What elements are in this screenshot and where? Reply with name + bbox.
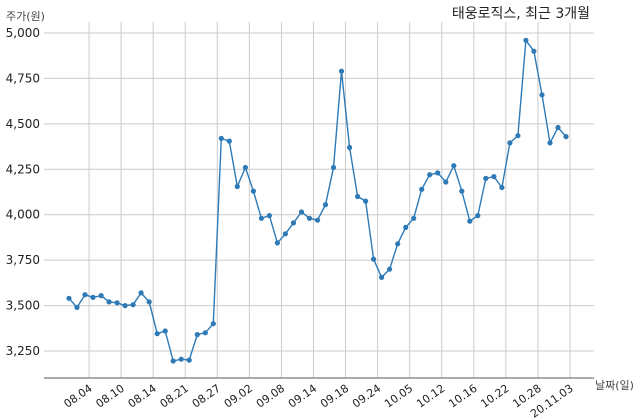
data-point bbox=[483, 175, 489, 181]
data-point bbox=[186, 357, 192, 363]
data-point bbox=[435, 170, 441, 176]
data-point bbox=[178, 356, 184, 362]
data-point bbox=[138, 290, 144, 296]
y-tick-label: 3,500 bbox=[6, 299, 40, 313]
y-tick-labels: 3,250 3,500 3,750 4,000 4,250 4,500 4,750 5,000 bbox=[6, 26, 40, 358]
y-axis-label: 주가(원) bbox=[6, 10, 45, 23]
data-point bbox=[523, 37, 529, 43]
data-point bbox=[226, 138, 232, 144]
data-point bbox=[515, 133, 521, 139]
data-point bbox=[347, 144, 353, 151]
data-point bbox=[210, 321, 216, 327]
x-tick-label: 08.27 bbox=[190, 382, 223, 411]
x-tick-labels: 08.0408.1008.1408.2108.2709.0209.0809.14… bbox=[62, 382, 576, 419]
data-point bbox=[194, 332, 200, 338]
data-point bbox=[250, 188, 256, 194]
data-point bbox=[539, 92, 545, 98]
y-tick-label: 5,000 bbox=[6, 26, 40, 40]
data-point bbox=[475, 213, 481, 219]
data-point bbox=[531, 48, 537, 54]
x-tick-label: 09.02 bbox=[222, 382, 255, 411]
data-point bbox=[427, 172, 433, 178]
grid-lines bbox=[44, 22, 594, 378]
chart-title: 태웅로직스, 최근 3개월 bbox=[452, 6, 590, 22]
y-tick-label: 4,500 bbox=[6, 117, 40, 131]
x-tick-label: 09.08 bbox=[254, 382, 287, 411]
data-point bbox=[82, 292, 88, 298]
data-point bbox=[467, 218, 473, 224]
y-tick-label: 4,250 bbox=[6, 162, 40, 176]
data-point bbox=[330, 164, 337, 171]
x-axis-label: 날짜(일) bbox=[595, 378, 634, 392]
y-tick-label: 4,000 bbox=[6, 208, 40, 222]
data-point bbox=[563, 134, 569, 140]
x-tick-label: 09.18 bbox=[318, 382, 351, 411]
data-point bbox=[355, 193, 361, 200]
x-tick-label: 10.22 bbox=[478, 382, 511, 411]
data-point bbox=[395, 241, 401, 247]
data-point bbox=[130, 302, 136, 308]
data-point bbox=[306, 215, 313, 221]
y-tick-label: 3,250 bbox=[6, 344, 40, 358]
data-point bbox=[282, 231, 288, 237]
data-point bbox=[322, 202, 329, 208]
data-point bbox=[555, 124, 561, 131]
data-point bbox=[98, 293, 104, 299]
data-point bbox=[379, 274, 385, 280]
data-point bbox=[387, 266, 393, 272]
x-tick-label: 08.10 bbox=[94, 382, 127, 411]
data-point bbox=[363, 198, 369, 204]
x-tick-label: 10.05 bbox=[382, 382, 415, 411]
x-tick-label: 08.04 bbox=[62, 382, 95, 411]
y-tick-label: 3,750 bbox=[6, 253, 40, 267]
data-point bbox=[411, 215, 417, 221]
x-tick-label: 10.12 bbox=[414, 382, 447, 411]
y-tick-label: 4,750 bbox=[6, 71, 40, 85]
data-point bbox=[371, 256, 377, 262]
data-point bbox=[314, 217, 321, 223]
data-point bbox=[443, 179, 449, 185]
data-point bbox=[266, 213, 272, 219]
data-point bbox=[154, 331, 160, 337]
data-point bbox=[170, 358, 176, 364]
data-point bbox=[114, 300, 120, 306]
data-point bbox=[338, 68, 345, 74]
data-point bbox=[242, 164, 248, 171]
price-series bbox=[66, 37, 569, 364]
data-point bbox=[290, 220, 297, 226]
x-tick-label: 09.14 bbox=[286, 382, 319, 411]
data-point bbox=[499, 184, 505, 191]
data-point bbox=[202, 330, 208, 336]
x-tick-label: 08.14 bbox=[126, 382, 159, 411]
data-point bbox=[258, 215, 264, 221]
data-point bbox=[491, 174, 497, 180]
data-point bbox=[234, 183, 240, 190]
x-tick-label: 10.16 bbox=[446, 382, 479, 411]
x-tick-label: 08.21 bbox=[158, 382, 191, 411]
data-point bbox=[122, 303, 128, 309]
data-point bbox=[459, 188, 465, 194]
data-point bbox=[403, 224, 409, 230]
data-point bbox=[218, 135, 224, 141]
data-point bbox=[274, 240, 280, 246]
data-point bbox=[146, 299, 152, 305]
price-line bbox=[68, 38, 567, 362]
data-point bbox=[162, 328, 168, 334]
data-point bbox=[90, 294, 96, 300]
data-point bbox=[419, 186, 425, 192]
data-point bbox=[74, 304, 80, 310]
data-point bbox=[547, 140, 553, 146]
data-point bbox=[66, 295, 72, 301]
data-point bbox=[298, 209, 305, 215]
data-point bbox=[451, 163, 457, 169]
x-tick-label: 09.24 bbox=[350, 382, 383, 411]
data-point bbox=[507, 140, 513, 146]
data-point bbox=[106, 299, 112, 305]
